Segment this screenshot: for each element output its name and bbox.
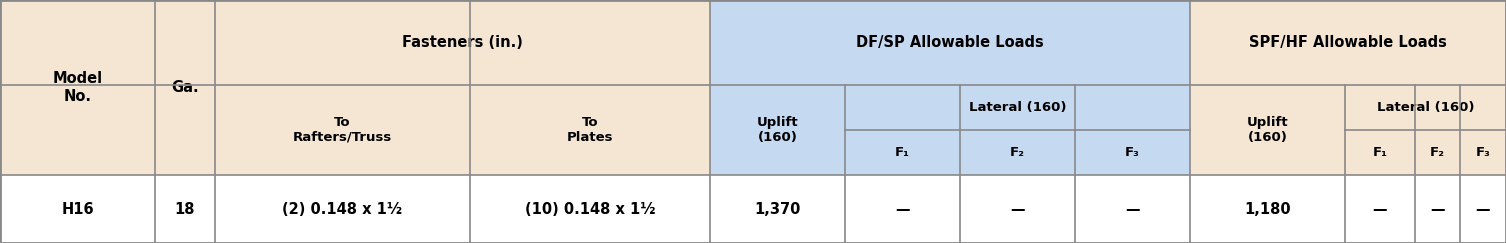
Text: 1,180: 1,180 [1244,201,1291,217]
Text: Uplift
(160): Uplift (160) [1247,116,1288,144]
Text: —: — [1373,201,1387,217]
Text: F₃: F₃ [1125,146,1140,159]
Bar [0,175,1506,243]
Text: F₃: F₃ [1476,146,1491,159]
Text: SPF/HF Allowable Loads: SPF/HF Allowable Loads [1248,35,1447,50]
Text: F₁: F₁ [1372,146,1387,159]
Text: F₂: F₂ [1431,146,1444,159]
Text: Model
No.: Model No. [53,71,102,104]
Text: F₁: F₁ [895,146,910,159]
Text: Lateral (160): Lateral (160) [968,101,1066,114]
Text: —: — [1476,201,1491,217]
Text: Uplift
(160): Uplift (160) [756,116,798,144]
Text: DF/SP Allowable Loads: DF/SP Allowable Loads [855,35,1044,50]
Text: To
Plates: To Plates [566,116,613,144]
Text: (10) 0.148 x 1½: (10) 0.148 x 1½ [524,201,655,217]
Text: Fasteners (in.): Fasteners (in.) [402,35,523,50]
Text: 18: 18 [175,201,196,217]
Text: Ga.: Ga. [172,80,199,95]
Text: (2) 0.148 x 1½: (2) 0.148 x 1½ [283,201,402,217]
Text: F₂: F₂ [1011,146,1026,159]
Bar [709,0,1190,175]
Text: To
Rafters/Truss: To Rafters/Truss [292,116,392,144]
Text: Lateral (160): Lateral (160) [1376,101,1474,114]
Text: —: — [895,201,910,217]
Text: H16: H16 [62,201,93,217]
Text: 1,370: 1,370 [755,201,801,217]
Bar [0,0,1506,175]
Text: —: — [1431,201,1444,217]
Text: —: — [1011,201,1024,217]
Text: —: — [1125,201,1140,217]
